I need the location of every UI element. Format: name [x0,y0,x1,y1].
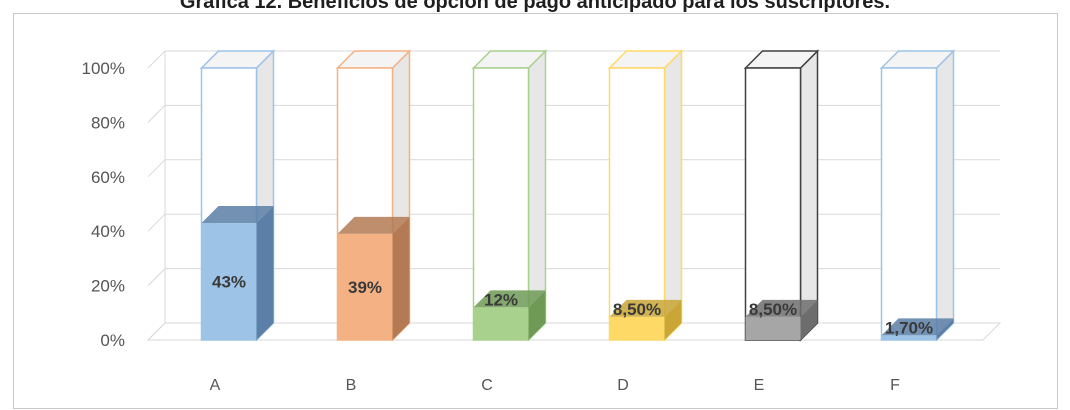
y-tick-label: 0% [100,331,125,350]
bar-side [393,217,410,340]
data-label: 12% [484,290,518,309]
bar [610,317,665,340]
gridline-side [148,269,165,286]
y-tick-label: 40% [91,222,125,241]
gridline-side [148,51,165,68]
bar [474,307,529,340]
data-label: 43% [212,273,246,292]
data-label: 8,50% [749,300,797,319]
x-tick-label: A [210,377,221,394]
x-tick-label: B [346,377,357,394]
gridline-side [148,323,165,340]
y-tick-label: 80% [91,113,125,132]
bar-side [257,206,274,340]
gridline-side [148,160,165,177]
bar [746,317,801,340]
y-tick-label: 20% [91,277,125,296]
data-label: 1,70% [885,318,933,337]
x-tick-label: D [617,377,629,394]
gridline-side [148,214,165,231]
x-tick-label: F [890,377,900,394]
data-label: 39% [348,278,382,297]
column-side-face [665,51,682,340]
column-side-face [937,51,954,340]
x-tick-label: E [754,377,765,394]
x-tick-label: C [481,377,493,394]
y-tick-label: 60% [91,168,125,187]
data-label: 8,50% [613,300,661,319]
chart-floor [148,323,1000,340]
column-front-face [882,68,937,340]
gridline-side [148,105,165,122]
column-side-face [801,51,818,340]
y-tick-label: 100% [82,59,125,78]
